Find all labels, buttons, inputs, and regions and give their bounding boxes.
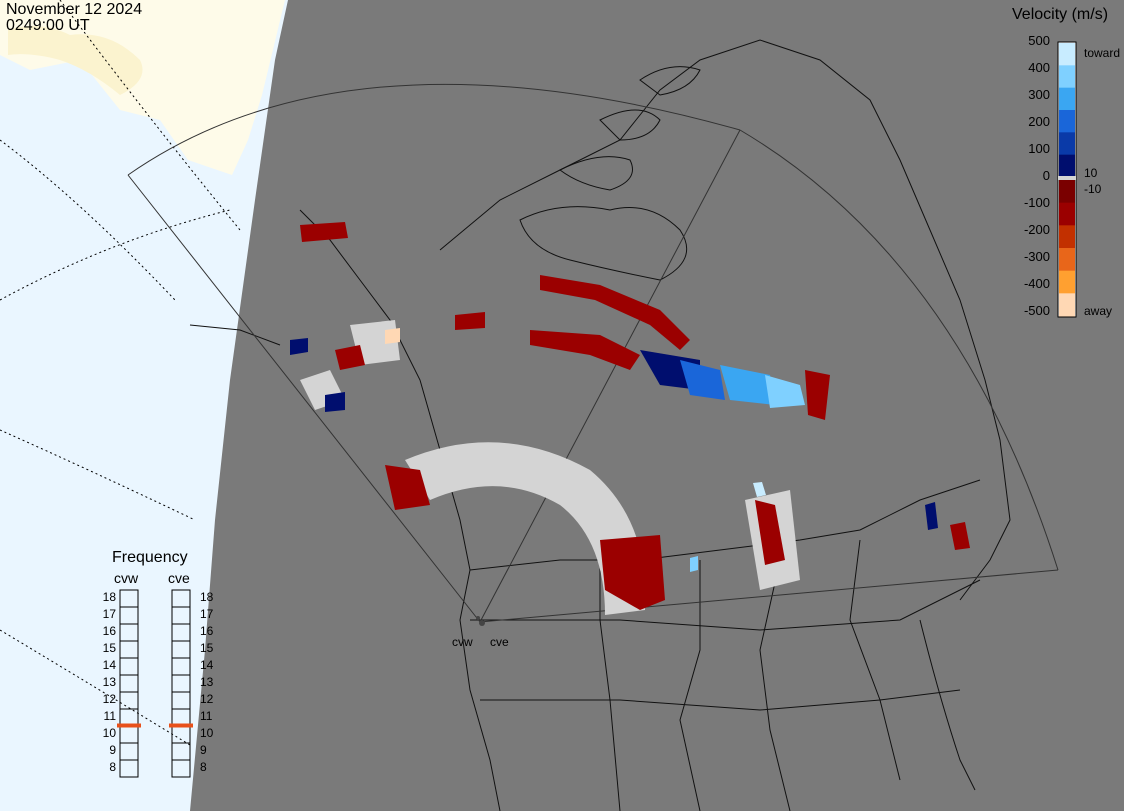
frequency-title: Frequency [112, 549, 188, 566]
frequency-scale-label: 9 [200, 743, 207, 757]
frequency-scale-label: 16 [102, 624, 116, 638]
frequency-marker [169, 723, 193, 728]
colorbar-toward-label: toward [1084, 46, 1121, 60]
colorbar-tick-label: -500 [1023, 303, 1050, 318]
date-label: November 12 2024 [6, 1, 143, 18]
frequency-scale-label: 8 [200, 760, 207, 774]
colorbar-tick-label: 100 [1028, 141, 1050, 156]
radar-field-of-view [127, 83, 1059, 623]
frequency-scale-label: 18 [102, 590, 116, 604]
toward-velocity-echoes [290, 328, 938, 572]
frequency-scale-label: 11 [200, 709, 213, 723]
frequency-gauge [171, 589, 191, 778]
time-label: 0249:00 UT [6, 17, 90, 34]
colorbar-tick-label: -100 [1023, 195, 1050, 210]
frequency-scale-label: 8 [109, 760, 116, 774]
colorbar-tick-label: 200 [1028, 114, 1050, 129]
frequency-scale-label: 17 [200, 607, 214, 621]
frequency-scale-label: 12 [102, 692, 116, 706]
colorbar-tick-label: 300 [1028, 87, 1050, 102]
frequency-gauge [119, 589, 139, 778]
alaska-coast [8, 26, 143, 95]
radar-sites [476, 616, 485, 626]
away-velocity-echoes [300, 222, 970, 610]
colorbar-toward-swatch [1059, 65, 1075, 89]
frequency-marker [117, 723, 141, 728]
frequency-scale-label: 13 [102, 675, 116, 689]
colorbar-away-swatch [1059, 225, 1075, 249]
colorbar-toward-swatch [1059, 132, 1075, 156]
colorbar-toward-swatch [1059, 87, 1075, 111]
frequency-scale-label: 14 [200, 658, 214, 672]
colorbar-inner-tick-neg: -10 [1084, 182, 1102, 196]
colorbar-tick-label: 0 [1042, 168, 1050, 183]
colorbar-tick-label: -300 [1023, 249, 1050, 264]
colorbar-toward-swatch [1059, 110, 1075, 133]
frequency-panel [117, 589, 193, 778]
colorbar-away-swatch [1059, 202, 1075, 226]
colorbar-away-swatch [1059, 293, 1075, 317]
site-label-cvw: cvw [452, 635, 473, 649]
coastlines [189, 39, 1011, 811]
frequency-scale-label: 16 [200, 624, 214, 638]
frequency-scale-label: 9 [109, 743, 116, 757]
colorbar-away-label: away [1084, 304, 1113, 318]
night-shading [190, 0, 1124, 811]
frequency-scale-label: 18 [200, 590, 214, 604]
colorbar-away-swatch [1059, 180, 1075, 204]
colorbar-tick-label: -400 [1023, 276, 1050, 291]
frequency-radar-cve: cve [168, 570, 190, 586]
dotted-graticule [0, 0, 241, 746]
frequency-scale-label: 10 [102, 726, 116, 740]
frequency-scale-label: 13 [200, 675, 214, 689]
frequency-scale-label: 14 [102, 658, 116, 672]
colorbar-toward-swatch [1059, 154, 1075, 178]
site-label-cve: cve [490, 635, 509, 649]
colorbar-title: Velocity (m/s) [1012, 6, 1109, 23]
frequency-radar-cvw: cvw [114, 570, 139, 586]
frequency-scale-label: 15 [200, 641, 214, 655]
colorbar-away-swatch [1059, 248, 1075, 272]
colorbar-tick-label: 500 [1028, 33, 1050, 48]
colorbar-toward-swatch [1059, 43, 1075, 66]
colorbar-away-swatch [1059, 270, 1075, 294]
colorbar-tick-label: -200 [1023, 222, 1050, 237]
colorbar-tick-label: 400 [1028, 60, 1050, 75]
colorbar-inner-tick-pos: 10 [1084, 166, 1098, 180]
frequency-scale-label: 10 [200, 726, 214, 740]
frequency-scale-label: 17 [102, 607, 116, 621]
frequency-scale-label: 11 [103, 709, 116, 723]
frequency-scale-label: 15 [102, 641, 116, 655]
colorbar [1057, 41, 1077, 318]
frequency-scale-label: 12 [200, 692, 214, 706]
